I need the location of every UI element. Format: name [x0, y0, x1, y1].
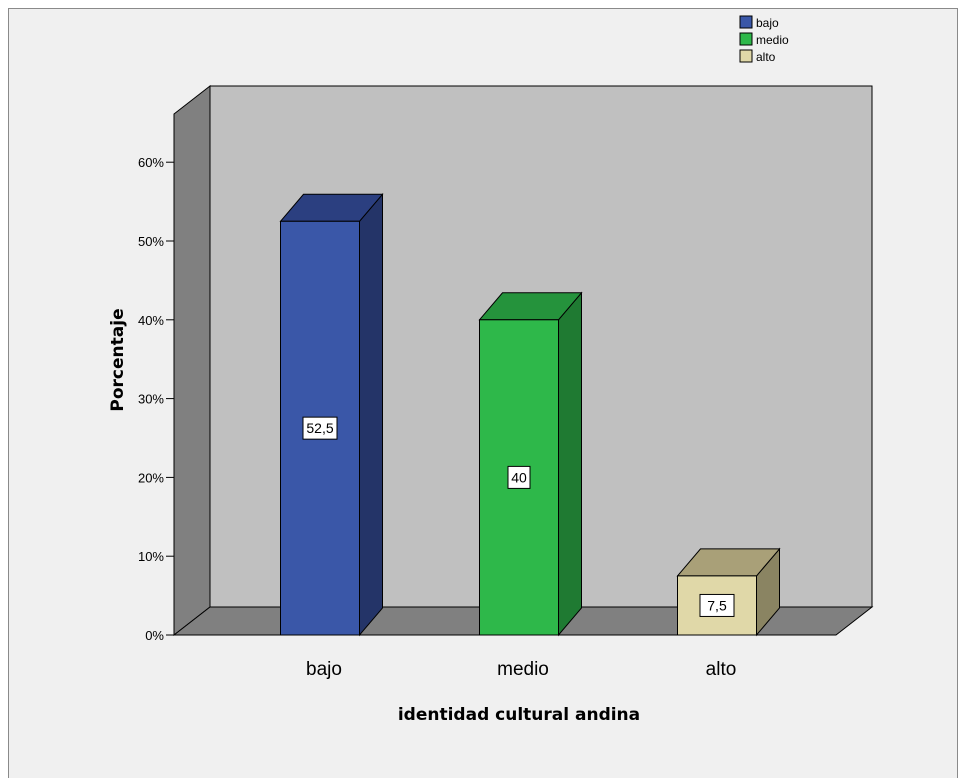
- x-tick-label: alto: [706, 659, 737, 680]
- y-axis-title: Porcentaje: [108, 308, 128, 411]
- data-label-box: [699, 593, 735, 617]
- y-tick-label: 40%: [138, 313, 164, 328]
- data-label-group: 52,5: [302, 416, 338, 440]
- x-axis-title: identidad cultural andina: [398, 705, 640, 725]
- data-label-group: 40: [507, 465, 531, 489]
- legend[interactable]: bajo medio alto: [739, 15, 789, 64]
- y-tick-label: 60%: [138, 155, 164, 170]
- legend-label: medio: [756, 33, 789, 47]
- chart-frame: 0% 10% 20% 30% 40% 50% 60% 52,5 40 7,5 bajo medio…: [8, 8, 958, 778]
- data-label: 40: [511, 469, 527, 485]
- y-axis: 0% 10% 20% 30% 40% 50% 60%: [138, 155, 174, 643]
- data-label-group: 7,5: [699, 593, 735, 617]
- bars: 52,5 40 7,5: [279, 192, 781, 637]
- y-tick-label: 0%: [145, 628, 164, 643]
- legend-swatch: [739, 32, 753, 46]
- bar-side: [359, 192, 383, 637]
- side-wall: [173, 84, 211, 637]
- legend-swatch: [739, 49, 753, 63]
- y-tick-label: 10%: [138, 549, 164, 564]
- chart-svg: 0% 10% 20% 30% 40% 50% 60% 52,5 40 7,5 bajo medio…: [108, 15, 874, 725]
- legend-label: alto: [756, 50, 776, 64]
- data-label-box: [507, 465, 531, 489]
- bar-side: [558, 291, 582, 637]
- y-tick-label: 20%: [138, 470, 164, 485]
- legend-item[interactable]: medio: [739, 32, 789, 47]
- legend-item[interactable]: alto: [739, 49, 776, 64]
- x-tick-label: medio: [497, 659, 549, 680]
- data-label: 7,5: [707, 597, 727, 613]
- y-tick-label: 30%: [138, 392, 164, 407]
- legend-item[interactable]: bajo: [739, 15, 779, 30]
- x-axis: bajo medio alto: [306, 659, 736, 680]
- y-tick-label: 50%: [138, 234, 164, 249]
- data-label: 52,5: [306, 420, 333, 436]
- legend-label: bajo: [756, 16, 779, 30]
- data-label-box: [302, 416, 338, 440]
- x-tick-label: bajo: [306, 659, 342, 680]
- legend-swatch: [739, 15, 753, 29]
